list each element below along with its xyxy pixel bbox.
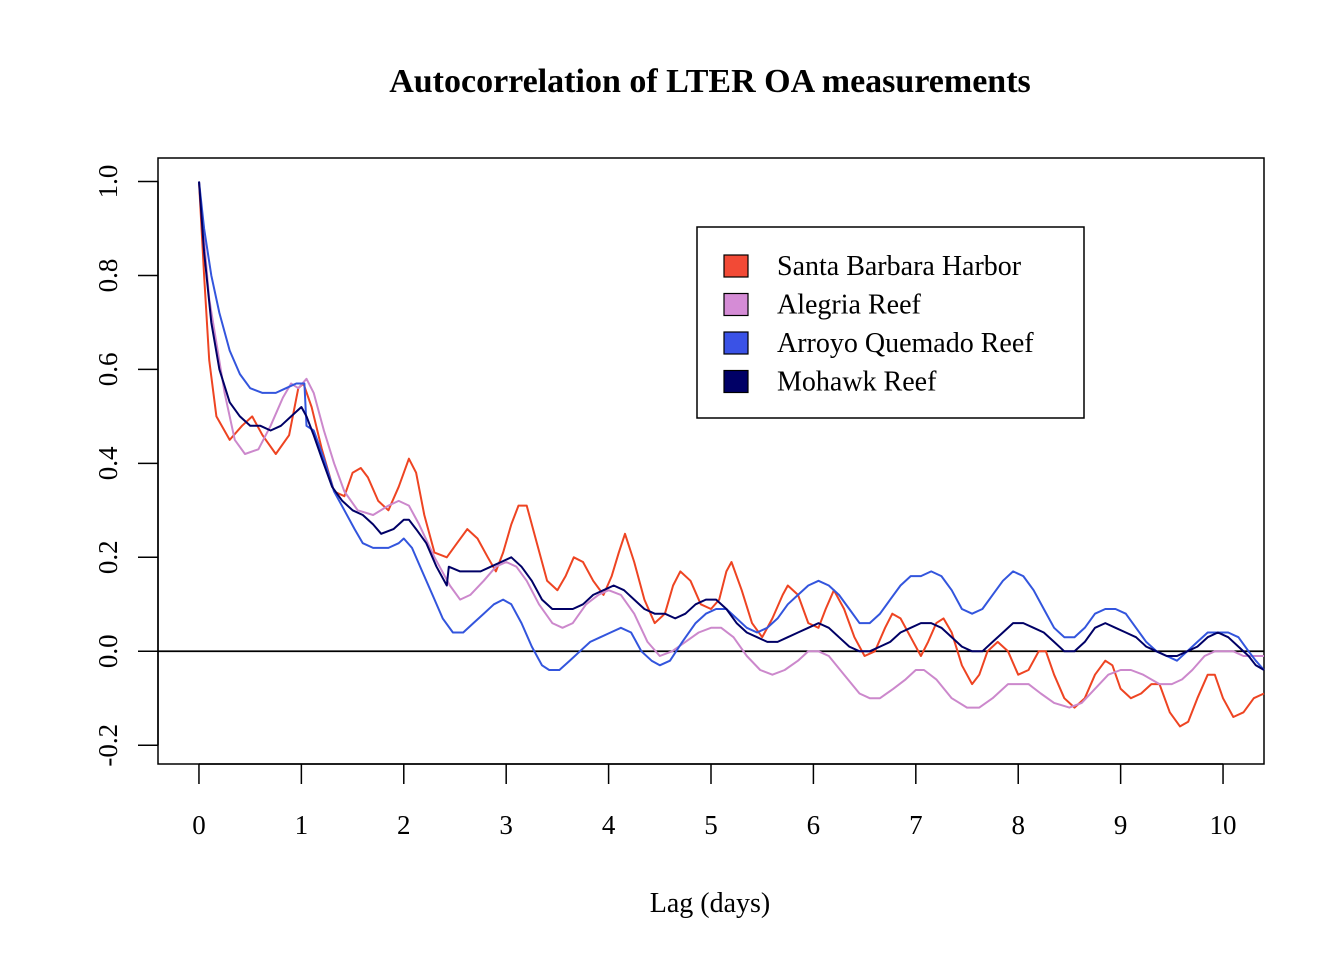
- x-tick-label: 2: [397, 810, 411, 840]
- series-line-santa-barbara-harbor: [198, 181, 1265, 728]
- series-line-mohawk-reef: [198, 181, 1265, 671]
- y-tick-label: 0.2: [93, 540, 123, 574]
- legend-swatch: [723, 292, 749, 317]
- x-tick-label: 1: [295, 810, 309, 840]
- x-tick-label: 7: [909, 810, 923, 840]
- x-tick-label: 10: [1210, 810, 1237, 840]
- series-line-alegria-reef: [198, 181, 1264, 709]
- x-axis: 0 1 2 3 4 5 6 7 8 9 10: [192, 763, 1237, 840]
- legend-swatch: [723, 369, 749, 394]
- x-tick-label: 9: [1114, 810, 1128, 840]
- y-tick-label: 0.6: [93, 353, 123, 387]
- x-tick-label: 6: [807, 810, 821, 840]
- y-tick-label: 0.8: [93, 259, 123, 293]
- x-axis-label: Lag (days): [650, 888, 771, 919]
- y-tick-label: -0.2: [93, 724, 123, 767]
- x-tick-label: 0: [192, 810, 206, 840]
- y-axis: -0.2 0.0 0.2 0.4 0.6 0.8 1.0: [93, 165, 159, 767]
- legend-label: Alegria Reef: [777, 290, 921, 321]
- series-layer: [198, 181, 1265, 728]
- legend-swatch: [723, 331, 749, 355]
- legend: Santa Barbara Harbor Alegria Reef Arroyo Q…: [696, 226, 1085, 419]
- x-tick-label: 8: [1011, 810, 1025, 840]
- chart-title: Autocorrelation of LTER OA measurements: [389, 63, 1031, 100]
- y-tick-label: 0.4: [93, 446, 123, 480]
- x-tick-label: 5: [704, 810, 718, 840]
- legend-label: Arroyo Quemado Reef: [777, 328, 1034, 359]
- legend-label: Mohawk Reef: [777, 367, 937, 398]
- legend-box: [696, 226, 1085, 419]
- legend-swatch: [723, 254, 749, 278]
- legend-label: Santa Barbara Harbor: [777, 251, 1022, 282]
- x-tick-label: 4: [602, 810, 616, 840]
- y-tick-label: 0.0: [93, 634, 123, 668]
- series-line-arroyo-quemado-reef: [198, 181, 1265, 671]
- x-tick-label: 3: [499, 810, 513, 840]
- y-tick-label: 1.0: [93, 165, 123, 199]
